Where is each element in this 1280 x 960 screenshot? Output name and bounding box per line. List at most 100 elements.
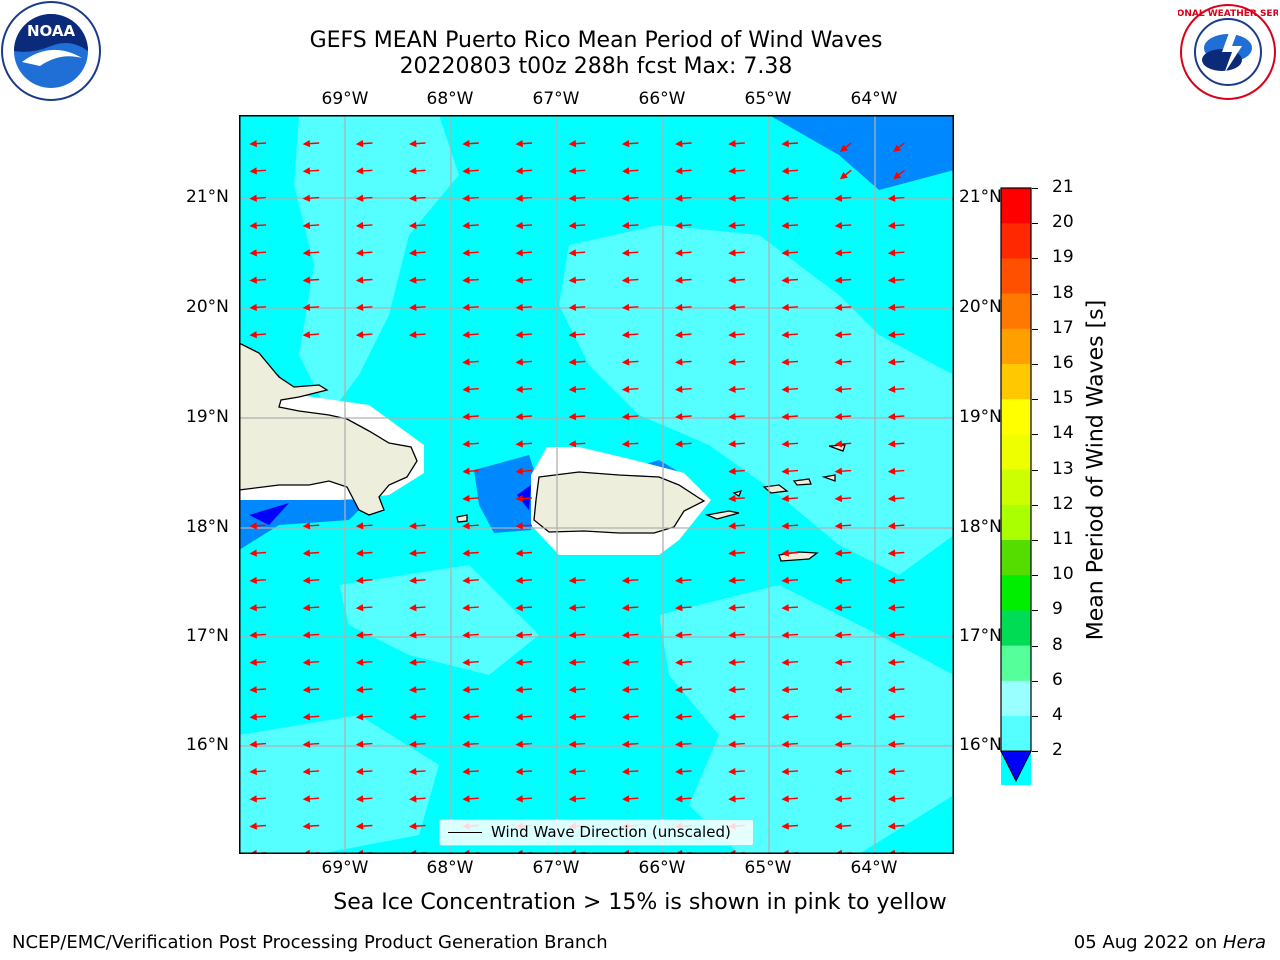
wind-arrow [249, 303, 267, 312]
wind-arrow [728, 658, 745, 666]
colorbar-swatch [1001, 399, 1031, 435]
wind-arrow [675, 358, 692, 366]
lon-label-bottom: 64°W [850, 858, 898, 878]
lon-label-top: 65°W [744, 89, 792, 109]
lon-label-bottom: 69°W [321, 858, 369, 878]
wind-arrow [249, 604, 267, 612]
wind-arrow [887, 604, 905, 612]
wind-arrow [834, 412, 852, 421]
wind-arrow [728, 331, 745, 339]
wind-arrow [249, 740, 267, 748]
svg-text:NOAA: NOAA [27, 22, 76, 40]
wind-arrow [409, 658, 426, 666]
wind-arrow [462, 467, 479, 475]
wind-arrow [781, 440, 799, 448]
wind-arrow [355, 795, 373, 803]
colorbar-tick-mark [1032, 188, 1038, 189]
wind-arrow [839, 142, 852, 152]
wind-arrow [302, 822, 320, 830]
wind-arrow [781, 740, 799, 748]
wind-arrow [728, 767, 745, 776]
wind-arrow [834, 740, 852, 748]
colorbar-frame [1000, 187, 1032, 752]
wind-arrow [409, 194, 426, 202]
wind-arrow [781, 713, 799, 721]
colorbar-swatch [1001, 575, 1031, 611]
lon-label-top: 67°W [532, 89, 580, 109]
colorbar-tick-mark [1032, 575, 1038, 577]
wind-arrow [834, 713, 852, 721]
wind-arrow [834, 440, 852, 448]
wind-arrow [728, 276, 745, 284]
colorbar-swatch [1001, 680, 1031, 717]
wind-arrow [302, 139, 320, 148]
lon-label-top: 69°W [321, 89, 369, 109]
colorbar-tick-mark [1032, 751, 1038, 753]
wind-arrow [887, 385, 905, 393]
wind-arrow [568, 303, 586, 312]
wind-arrow [839, 169, 852, 180]
wind-arrow [887, 685, 905, 694]
wind-arrow [568, 631, 586, 639]
wind-arrow [781, 303, 799, 312]
wind-arrow [728, 194, 745, 202]
wind-arrow [249, 795, 267, 803]
wind-arrow [728, 303, 745, 312]
colorbar-tick-mark [1032, 223, 1038, 225]
vieques [704, 510, 740, 520]
wind-arrow [834, 576, 852, 585]
wind-arrow [781, 658, 799, 666]
footer-date: 05 Aug 2022 on [1073, 932, 1223, 953]
wind-arrow [568, 412, 586, 421]
wind-arrow [728, 576, 745, 585]
wind-arrow [887, 194, 905, 202]
colorbar-tick-label: 13 [1052, 458, 1074, 479]
wind-arrow [462, 631, 479, 639]
wind-arrow [355, 276, 373, 284]
wind-arrow [302, 767, 320, 776]
wind-arrow [462, 167, 479, 175]
wind-arrow [249, 549, 267, 557]
wind-arrow [515, 194, 533, 202]
wind-arrow [621, 685, 639, 694]
colorbar-swatch [1001, 645, 1031, 682]
colorbar-tick-label: 14 [1052, 423, 1074, 444]
wind-arrow [302, 685, 320, 694]
wind-arrow [621, 303, 639, 312]
virgin-island-2 [792, 478, 812, 486]
map-frame [239, 115, 954, 854]
lat-label-left: 19°N [186, 407, 229, 427]
wind-arrow [887, 576, 905, 585]
wind-arrow [249, 249, 267, 257]
wind-arrow [781, 549, 799, 557]
wind-arrow [462, 685, 479, 694]
colorbar-swatch [1001, 188, 1031, 224]
wind-arrow [249, 767, 267, 776]
wind-arrow [409, 522, 426, 530]
wind-arrow [621, 276, 639, 284]
colorbar-tick-mark [1032, 258, 1038, 260]
wind-arrow [462, 604, 479, 612]
wind-arrow [675, 412, 692, 421]
wind-arrow [462, 331, 479, 339]
wind-arrow [302, 221, 320, 230]
wind-arrow [621, 385, 639, 393]
wind-arrow [515, 631, 533, 639]
wind-arrow [409, 249, 426, 257]
wind-arrow [621, 767, 639, 776]
wind-arrow [355, 713, 373, 721]
wind-arrow [302, 331, 320, 339]
wind-arrow [462, 412, 479, 421]
wind-arrow [355, 194, 373, 202]
chart-title: GEFS MEAN Puerto Rico Mean Period of Win… [309, 28, 883, 53]
wind-arrow [675, 658, 692, 666]
wind-arrow [515, 685, 533, 694]
wind-arrow [887, 713, 905, 721]
wind-arrow [515, 221, 533, 230]
wind-arrow [887, 249, 905, 257]
wind-arrow [409, 549, 426, 557]
wind-arrow [621, 713, 639, 721]
wind-arrow [515, 139, 533, 148]
wind-arrow [621, 604, 639, 612]
wind-arrow [462, 522, 479, 530]
